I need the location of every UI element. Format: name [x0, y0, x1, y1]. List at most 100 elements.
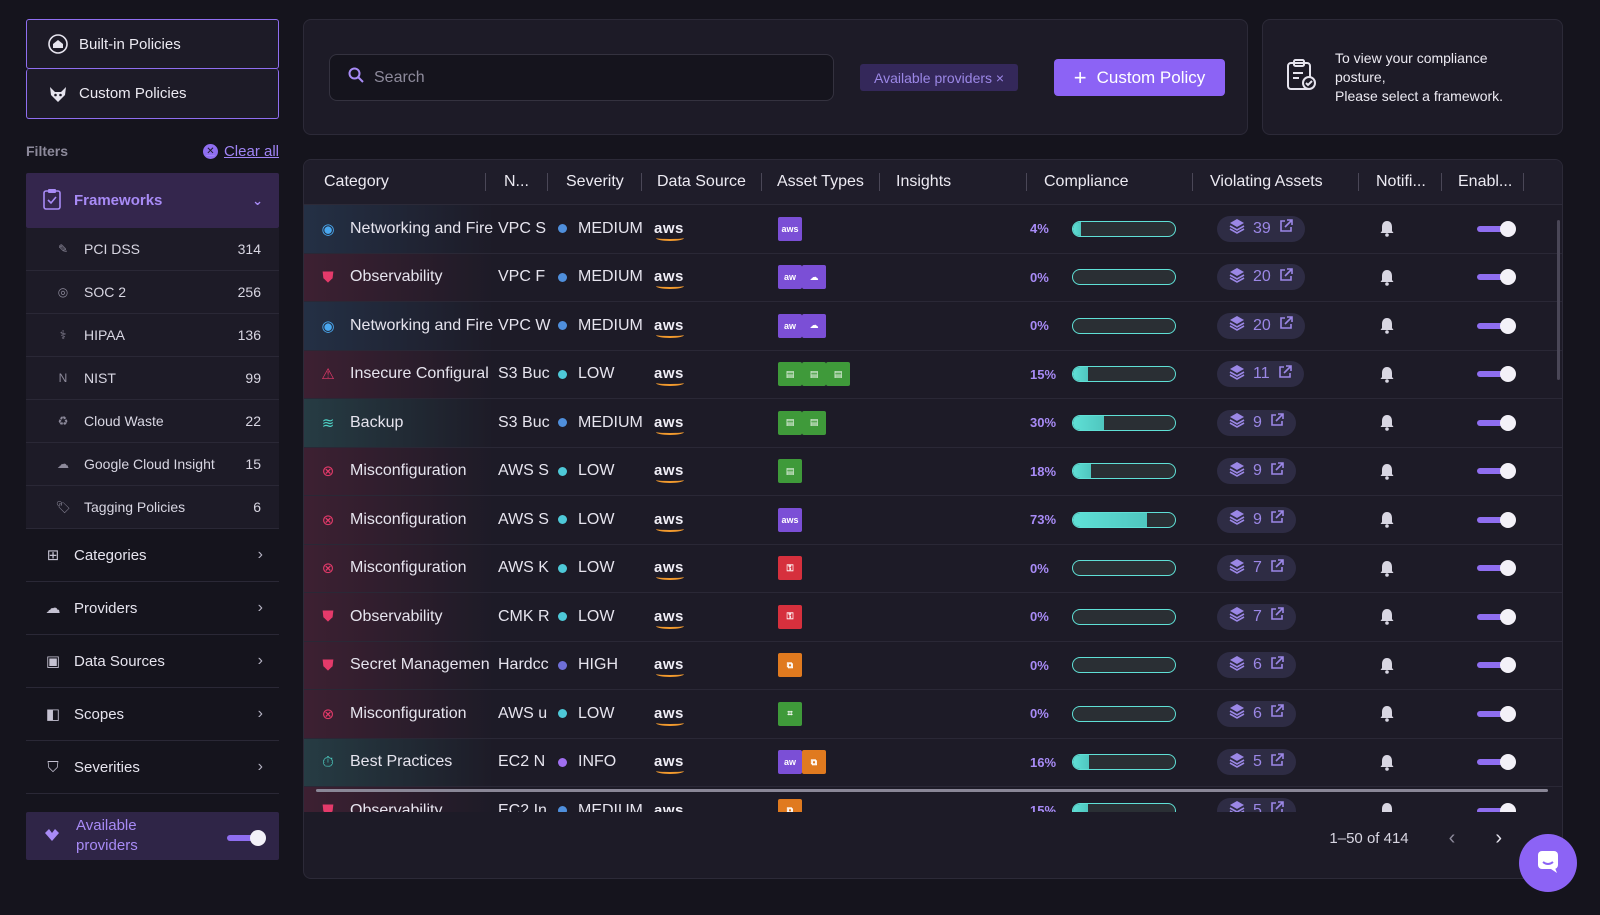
notification-bell-icon[interactable]	[1379, 399, 1395, 447]
table-row[interactable]: ⛊ Observability EC2 In MEDIUM aws ⧉ 15% …	[304, 787, 1562, 812]
next-page-button[interactable]: ›	[1495, 827, 1502, 849]
horizontal-scrollbar[interactable]	[316, 789, 1548, 792]
policy-name[interactable]: AWS S	[498, 462, 549, 480]
header-asset-types[interactable]: Asset Types	[777, 173, 864, 190]
notification-bell-icon[interactable]	[1379, 448, 1395, 496]
violating-assets-chip[interactable]: 7	[1217, 555, 1296, 582]
violating-assets-chip[interactable]: 39	[1217, 215, 1305, 242]
header-compliance[interactable]: Compliance	[1044, 173, 1129, 190]
notification-bell-icon[interactable]	[1379, 690, 1395, 738]
notification-bell-icon[interactable]	[1379, 545, 1395, 593]
policy-name[interactable]: AWS S	[498, 510, 549, 528]
policy-name[interactable]: CMK R	[498, 607, 550, 625]
framework-item[interactable]: ♻ Cloud Waste 22	[26, 400, 279, 443]
policy-name[interactable]: VPC F	[498, 268, 546, 286]
policy-name[interactable]: S3 Buc	[498, 365, 550, 383]
enable-toggle[interactable]	[1477, 302, 1516, 350]
header-insights[interactable]: Insights	[896, 173, 952, 190]
violating-assets-chip[interactable]: 6	[1217, 700, 1296, 727]
notification-bell-icon[interactable]	[1379, 739, 1395, 787]
policy-name[interactable]: AWS K	[498, 559, 549, 577]
violating-assets-chip[interactable]: 11	[1217, 361, 1304, 388]
header-severity[interactable]: Severity	[566, 173, 624, 190]
notification-bell-icon[interactable]	[1379, 205, 1395, 253]
table-row[interactable]: ⊗ Misconfiguration AWS S LOW aws aws 73%…	[304, 496, 1562, 545]
enable-toggle[interactable]	[1477, 205, 1516, 253]
policy-name[interactable]: EC2 In	[498, 801, 547, 812]
header-category[interactable]: Category	[324, 173, 389, 190]
tab-built-in-policies[interactable]: Built-in Policies	[26, 19, 279, 69]
enable-toggle[interactable]	[1477, 254, 1516, 302]
filter-accordion-data-sources[interactable]: ▣ Data Sources ›	[26, 635, 279, 688]
available-providers-toggle[interactable]	[227, 828, 266, 846]
enable-toggle[interactable]	[1477, 496, 1516, 544]
framework-item[interactable]: 🏷 Tagging Policies 6	[26, 486, 279, 529]
policy-name[interactable]: VPC S	[498, 219, 547, 237]
tab-custom-policies[interactable]: Custom Policies	[26, 69, 279, 119]
header-notifications[interactable]: Notifi...	[1376, 173, 1426, 190]
violating-assets-chip[interactable]: 20	[1217, 312, 1305, 339]
enable-toggle[interactable]	[1477, 545, 1516, 593]
vertical-scrollbar[interactable]	[1557, 220, 1560, 380]
violating-assets-chip[interactable]: 9	[1217, 506, 1296, 533]
chat-button[interactable]	[1519, 834, 1577, 892]
violating-assets-chip[interactable]: 5	[1217, 749, 1296, 776]
notification-bell-icon[interactable]	[1379, 496, 1395, 544]
violating-assets-chip[interactable]: 20	[1217, 264, 1305, 291]
policy-name[interactable]: VPC W	[498, 316, 551, 334]
header-violating-assets[interactable]: Violating Assets	[1210, 173, 1323, 190]
framework-item[interactable]: ⚕ HIPAA 136	[26, 314, 279, 357]
table-row[interactable]: ⊗ Misconfiguration AWS K LOW aws ⚿ 0% 7	[304, 544, 1562, 593]
notification-bell-icon[interactable]	[1379, 351, 1395, 399]
framework-item[interactable]: ☁ Google Cloud Insight 15	[26, 443, 279, 486]
enable-toggle[interactable]	[1477, 787, 1516, 812]
violating-assets-chip[interactable]: 7	[1217, 603, 1296, 630]
policy-name[interactable]: S3 Buc	[498, 413, 550, 431]
filter-accordion-providers[interactable]: ☁ Providers ›	[26, 582, 279, 635]
table-row[interactable]: ◉ Networking and Fire VPC S MEDIUM aws a…	[304, 205, 1562, 254]
framework-item[interactable]: ◎ SOC 2 256	[26, 271, 279, 314]
policy-name[interactable]: AWS u	[498, 704, 548, 722]
enable-toggle[interactable]	[1477, 351, 1516, 399]
filter-accordion-scopes[interactable]: ◧ Scopes ›	[26, 688, 279, 741]
search-input[interactable]: Search	[329, 54, 834, 101]
notification-bell-icon[interactable]	[1379, 302, 1395, 350]
policy-name[interactable]: EC2 N	[498, 753, 546, 771]
filter-accordion-severities[interactable]: ⛉ Severities ›	[26, 741, 279, 794]
notification-bell-icon[interactable]	[1379, 254, 1395, 302]
table-row[interactable]: ⚠ Insecure Configural S3 Buc LOW aws ▤ ▤ ▤…	[304, 350, 1562, 399]
table-row[interactable]: ◉ Networking and Fire VPC W MEDIUM aws a…	[304, 302, 1562, 351]
enable-toggle[interactable]	[1477, 593, 1516, 641]
header-name[interactable]: N...	[504, 173, 529, 190]
enable-toggle[interactable]	[1477, 739, 1516, 787]
notification-bell-icon[interactable]	[1379, 593, 1395, 641]
framework-item[interactable]: N NIST 99	[26, 357, 279, 400]
violating-assets-chip[interactable]: 9	[1217, 458, 1296, 485]
violating-assets-chip[interactable]: 9	[1217, 409, 1296, 436]
table-row[interactable]: ⏱ Best Practices EC2 N INFO aws aw ⧉ 16% …	[304, 738, 1562, 787]
table-row[interactable]: ⊗ Misconfiguration AWS S LOW aws ▤ 18% 9	[304, 447, 1562, 496]
table-row[interactable]: ⛊ Observability CMK R LOW aws ⚿ 0% 7	[304, 593, 1562, 642]
frameworks-accordion[interactable]: Frameworks ⌄	[26, 173, 279, 228]
notification-bell-icon[interactable]	[1379, 787, 1395, 812]
enable-toggle[interactable]	[1477, 399, 1516, 447]
enable-toggle[interactable]	[1477, 642, 1516, 690]
custom-policy-button[interactable]: + Custom Policy	[1054, 59, 1225, 96]
enable-toggle[interactable]	[1477, 690, 1516, 738]
table-row[interactable]: ⛊ Observability VPC F MEDIUM aws aw ☁ 0% …	[304, 253, 1562, 302]
framework-item[interactable]: ✎ PCI DSS 314	[26, 228, 279, 271]
table-row[interactable]: ⊗ Misconfiguration AWS u LOW aws ⌗ 0% 6	[304, 690, 1562, 739]
violating-assets-chip[interactable]: 6	[1217, 652, 1296, 679]
policy-name[interactable]: Hardcc	[498, 656, 549, 674]
table-row[interactable]: ≋ Backup S3 Buc MEDIUM aws ▤ ▤ 30% 9	[304, 399, 1562, 448]
notification-bell-icon[interactable]	[1379, 642, 1395, 690]
table-row[interactable]: ⛊ Secret Managemen Hardcc HIGH aws ⧉ 0% …	[304, 641, 1562, 690]
clear-all-link[interactable]: ✕ Clear all	[202, 143, 279, 160]
available-providers-chip[interactable]: Available providers ×	[860, 64, 1019, 91]
filter-accordion-categories[interactable]: ⊞ Categories ›	[26, 529, 279, 582]
prev-page-button[interactable]: ‹	[1448, 827, 1456, 849]
header-data-source[interactable]: Data Source	[657, 173, 746, 190]
violating-assets-chip[interactable]: 5	[1217, 797, 1296, 812]
header-enabled[interactable]: Enabl...	[1458, 173, 1513, 190]
available-providers-toggle-row[interactable]: Available providers	[26, 812, 279, 860]
